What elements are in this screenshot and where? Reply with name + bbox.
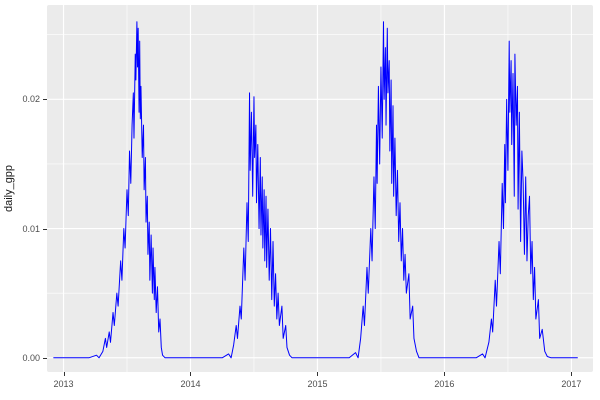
x-tick-label: 2015 — [307, 379, 328, 389]
x-tick-mark — [317, 372, 319, 376]
x-tick-mark — [63, 372, 65, 376]
y-tick-label: 0.00 — [22, 352, 40, 363]
x-tick-mark — [190, 372, 192, 376]
x-tick-label: 2017 — [561, 379, 582, 389]
x-tick-mark — [444, 372, 446, 376]
y-tick-label: 0.01 — [22, 223, 40, 234]
x-tick-label: 2013 — [53, 379, 74, 389]
x-tick-mark — [571, 372, 573, 376]
y-tick-mark — [43, 99, 47, 101]
x-tick-label: 2014 — [180, 379, 201, 389]
line-chart-panel — [47, 5, 593, 372]
daily-gpp-line-series — [53, 21, 578, 359]
x-tick-label: 2016 — [434, 379, 455, 389]
y-tick-mark — [43, 357, 47, 359]
y-tick-mark — [43, 228, 47, 230]
y-axis-title: daily_gpp — [3, 164, 15, 213]
y-tick-label: 0.02 — [22, 94, 40, 105]
